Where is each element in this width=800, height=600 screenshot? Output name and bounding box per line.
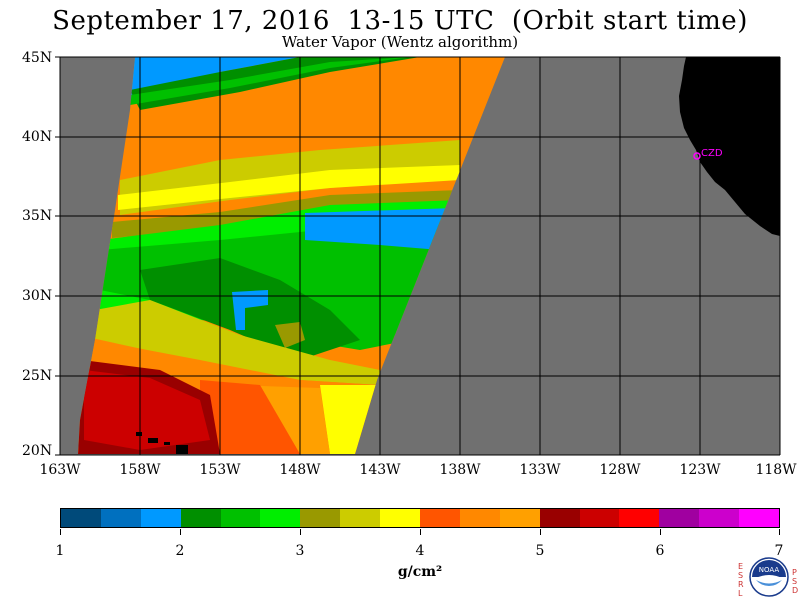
map-title: September 17, 2016 13-15 UTC (Orbit star… [52, 6, 748, 36]
colorbar-cell [100, 509, 141, 527]
colorbar-cell [300, 509, 341, 527]
lon-label-163w: 163W [39, 462, 81, 478]
colorbar-cell [61, 509, 101, 527]
colorbar-tick-6: 6 [655, 543, 665, 559]
colorbar-tick-2: 2 [175, 543, 185, 559]
lon-label-143w: 143W [359, 462, 401, 478]
lon-label-118w: 118W [755, 462, 797, 478]
colorbar-tick-3: 3 [295, 543, 305, 559]
lon-label-153w: 153W [199, 462, 241, 478]
noaa-logo: NOAA [749, 557, 789, 597]
lon-label-148w: 148W [279, 462, 321, 478]
station-marker [693, 152, 701, 160]
colorbar-cell [140, 509, 181, 527]
colorbar-tickmark [60, 529, 61, 535]
colorbar-cell [539, 509, 580, 527]
lat-label-25n: 25N [22, 368, 53, 384]
colorbar-tickmark [779, 529, 780, 535]
colorbar-cell [739, 509, 780, 527]
lat-label-20n: 20N [22, 443, 53, 459]
lon-label-158w: 158W [119, 462, 161, 478]
logo-letter: S [792, 577, 798, 586]
colorbar-cell [340, 509, 381, 527]
grid-lines [59, 56, 781, 456]
colorbar-tick-7: 7 [774, 543, 784, 559]
logo-letter: E [738, 562, 744, 571]
axis-ticks [55, 56, 60, 456]
colorbar-tickmark [300, 529, 301, 535]
colorbar-units: g/cm² [397, 564, 443, 580]
lat-label-30n: 30N [22, 288, 53, 304]
logo-letter: D [792, 586, 799, 595]
lon-label-138w: 138W [439, 462, 481, 478]
lon-label-123w: 123W [679, 462, 721, 478]
colorbar-cell [260, 509, 301, 527]
logo-letter: P [792, 568, 797, 577]
lat-label-45n: 45N [22, 50, 53, 66]
colorbar-cell [420, 509, 460, 527]
svg-text:NOAA: NOAA [759, 566, 780, 574]
colorbar-tick-4: 4 [415, 543, 425, 559]
colorbar-cell [619, 509, 660, 527]
colorbar-cell [659, 509, 700, 527]
colorbar-tickmark [540, 529, 541, 535]
colorbar-cell [499, 509, 540, 527]
colorbar-cell [380, 509, 421, 527]
lon-label-133w: 133W [519, 462, 561, 478]
logo-letter: L [738, 589, 743, 598]
colorbar [60, 508, 780, 528]
colorbar-cell [699, 509, 740, 527]
land-mass [679, 57, 780, 236]
colorbar-tickmark [660, 529, 661, 535]
colorbar-cell [180, 509, 221, 527]
colorbar-cell [220, 509, 261, 527]
logo-letter: R [738, 580, 744, 589]
logo-letter: S [738, 571, 744, 580]
lon-label-128w: 128W [599, 462, 641, 478]
station-label: CZD [701, 148, 723, 159]
map-subtitle: Water Vapor (Wentz algorithm) [281, 33, 519, 51]
colorbar-cell [459, 509, 500, 527]
colorbar-tickmark [180, 529, 181, 535]
colorbar-tick-5: 5 [535, 543, 545, 559]
lat-label-35n: 35N [22, 208, 53, 224]
hawaiian-islands [136, 432, 188, 454]
colorbar-tickmark [420, 529, 421, 535]
colorbar-tick-1: 1 [55, 543, 65, 559]
lat-label-40n: 40N [22, 129, 53, 145]
colorbar-cell [579, 509, 620, 527]
